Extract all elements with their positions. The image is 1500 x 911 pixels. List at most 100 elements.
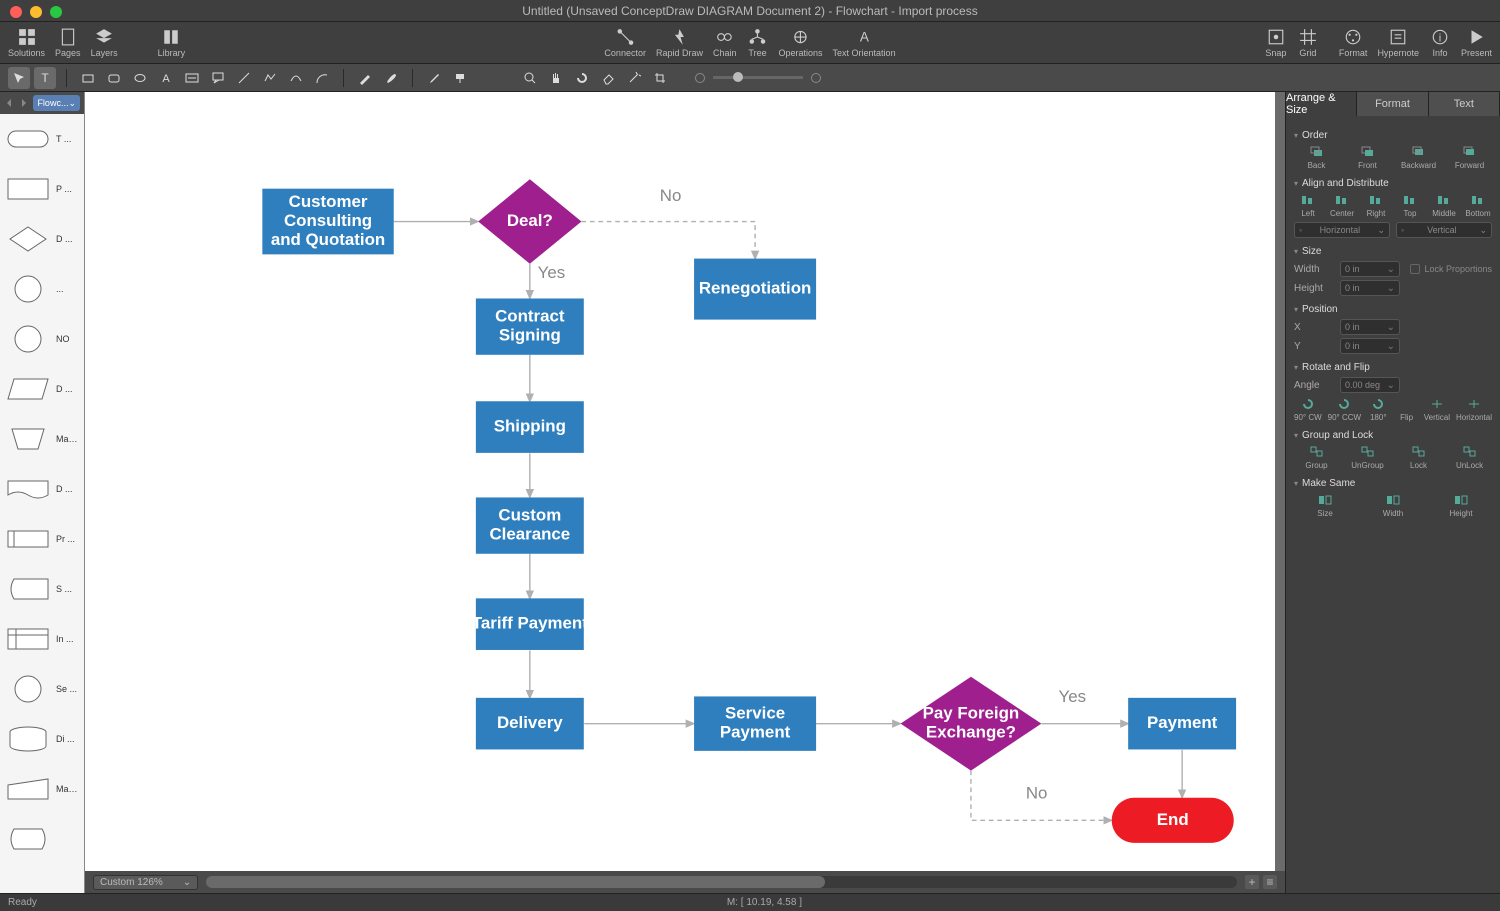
group-group[interactable]: Group xyxy=(1294,445,1339,470)
tool-arc[interactable] xyxy=(311,67,333,89)
tool-rect[interactable] xyxy=(77,67,99,89)
tool-hand[interactable] xyxy=(545,67,567,89)
group-ungroup[interactable]: UnGroup xyxy=(1345,445,1390,470)
distribute-h[interactable]: ◦Horizontal⌄ xyxy=(1294,222,1390,238)
rotate-90-ccw[interactable]: 90° CCW xyxy=(1328,397,1361,422)
group-section[interactable]: Group and Lock xyxy=(1294,430,1492,441)
tool-polyline[interactable] xyxy=(259,67,281,89)
shape-library-item[interactable]: D ... xyxy=(0,464,84,514)
order-front[interactable]: Front xyxy=(1345,145,1390,170)
align-center[interactable]: Center xyxy=(1328,193,1356,218)
angle-input[interactable]: 0.00 deg xyxy=(1340,377,1400,393)
zoom-select[interactable]: Custom 126%⌄ xyxy=(93,875,198,890)
solutions-button[interactable]: Solutions xyxy=(8,28,45,58)
tool-pen[interactable] xyxy=(354,67,376,89)
order-backward[interactable]: Backward xyxy=(1396,145,1441,170)
tool-textA[interactable]: A xyxy=(155,67,177,89)
flip-vertical[interactable]: Vertical xyxy=(1424,397,1450,422)
flip-horizontal[interactable]: Horizontal xyxy=(1456,397,1492,422)
tool-curve[interactable] xyxy=(285,67,307,89)
tool-text[interactable]: T xyxy=(34,67,56,89)
order-section[interactable]: Order xyxy=(1294,130,1492,141)
rotate-section[interactable]: Rotate and Flip xyxy=(1294,362,1492,373)
tool-line[interactable] xyxy=(233,67,255,89)
align-bottom[interactable]: Bottom xyxy=(1464,193,1492,218)
window-controls[interactable] xyxy=(10,6,62,18)
grid-button[interactable]: Grid xyxy=(1297,28,1319,58)
x-input[interactable]: 0 in xyxy=(1340,319,1400,335)
text-orientation-button[interactable]: AText Orientation xyxy=(833,28,896,58)
library-select[interactable]: Flowc...⌄ xyxy=(33,95,80,111)
drawing-canvas[interactable]: NoYesYesNoCustomerConsultingand Quotatio… xyxy=(85,92,1275,871)
width-input[interactable]: 0 in xyxy=(1340,261,1400,277)
lock-proportions[interactable]: Lock Proportions xyxy=(1410,264,1492,274)
shape-library-item[interactable]: S ... xyxy=(0,564,84,614)
tool-brush[interactable] xyxy=(380,67,402,89)
align-section[interactable]: Align and Distribute xyxy=(1294,178,1492,189)
tool-crop[interactable] xyxy=(649,67,671,89)
size-section[interactable]: Size xyxy=(1294,246,1492,257)
shape-library-item[interactable]: Di ... xyxy=(0,714,84,764)
shape-library-item[interactable]: D ... xyxy=(0,214,84,264)
shape-library-item[interactable]: Ma ... xyxy=(0,414,84,464)
makesame-section[interactable]: Make Same xyxy=(1294,478,1492,489)
lib-fwd[interactable] xyxy=(19,96,30,110)
height-input[interactable]: 0 in xyxy=(1340,280,1400,296)
align-middle[interactable]: Middle xyxy=(1430,193,1458,218)
info-button[interactable]: iInfo xyxy=(1429,28,1451,58)
h-scrollbar[interactable] xyxy=(206,876,1237,888)
lib-back[interactable] xyxy=(4,96,15,110)
format-button[interactable]: Format xyxy=(1339,28,1368,58)
close-window[interactable] xyxy=(10,6,22,18)
makesame-height[interactable]: Height xyxy=(1430,493,1492,518)
tool-ellipse[interactable] xyxy=(129,67,151,89)
order-forward[interactable]: Forward xyxy=(1447,145,1492,170)
minimize-window[interactable] xyxy=(30,6,42,18)
shape-library-item[interactable]: ... xyxy=(0,264,84,314)
shape-library-item[interactable] xyxy=(0,814,84,864)
rapid-draw-button[interactable]: Rapid Draw xyxy=(656,28,703,58)
shape-library-item[interactable]: In ... xyxy=(0,614,84,664)
makesame-size[interactable]: Size xyxy=(1294,493,1356,518)
align-top[interactable]: Top xyxy=(1396,193,1424,218)
tool-rotate[interactable] xyxy=(571,67,593,89)
rotate-180-[interactable]: 180° xyxy=(1367,397,1389,422)
zoom-slider[interactable] xyxy=(695,73,821,83)
makesame-width[interactable]: Width xyxy=(1362,493,1424,518)
shape-library-item[interactable]: Se ... xyxy=(0,664,84,714)
layers-button[interactable]: Layers xyxy=(91,28,118,58)
shape-library-item[interactable]: D ... xyxy=(0,364,84,414)
operations-button[interactable]: Operations xyxy=(779,28,823,58)
shape-library-item[interactable]: T ... xyxy=(0,114,84,164)
shape-library-item[interactable]: Ma ... xyxy=(0,764,84,814)
tool-zoom[interactable] xyxy=(519,67,541,89)
tool-wand[interactable] xyxy=(623,67,645,89)
snap-button[interactable]: Snap xyxy=(1265,28,1287,58)
order-back[interactable]: Back xyxy=(1294,145,1339,170)
hypernote-button[interactable]: Hypernote xyxy=(1377,28,1419,58)
tab-text[interactable]: Text xyxy=(1429,92,1500,116)
page-controls[interactable]: +≡ xyxy=(1245,875,1277,889)
rotate-90-cw[interactable]: 90° CW xyxy=(1294,397,1322,422)
shape-library-item[interactable]: NO xyxy=(0,314,84,364)
position-section[interactable]: Position xyxy=(1294,304,1492,315)
chain-button[interactable]: Chain xyxy=(713,28,737,58)
group-lock[interactable]: Lock xyxy=(1396,445,1441,470)
tool-callout[interactable] xyxy=(207,67,229,89)
align-left[interactable]: Left xyxy=(1294,193,1322,218)
pages-button[interactable]: Pages xyxy=(55,28,81,58)
tool-roundrect[interactable] xyxy=(103,67,125,89)
tree-button[interactable]: Tree xyxy=(747,28,769,58)
distribute-v[interactable]: ◦Vertical⌄ xyxy=(1396,222,1492,238)
tool-format[interactable] xyxy=(449,67,471,89)
tool-textbox[interactable] xyxy=(181,67,203,89)
present-button[interactable]: Present xyxy=(1461,28,1492,58)
library-button[interactable]: Library xyxy=(158,28,186,58)
tab-arrange-size[interactable]: Arrange & Size xyxy=(1286,92,1357,116)
y-input[interactable]: 0 in xyxy=(1340,338,1400,354)
shape-library-item[interactable]: Pr ... xyxy=(0,514,84,564)
maximize-window[interactable] xyxy=(50,6,62,18)
tool-eyedrop[interactable] xyxy=(423,67,445,89)
tool-eraser[interactable] xyxy=(597,67,619,89)
shape-library-item[interactable]: P ... xyxy=(0,164,84,214)
